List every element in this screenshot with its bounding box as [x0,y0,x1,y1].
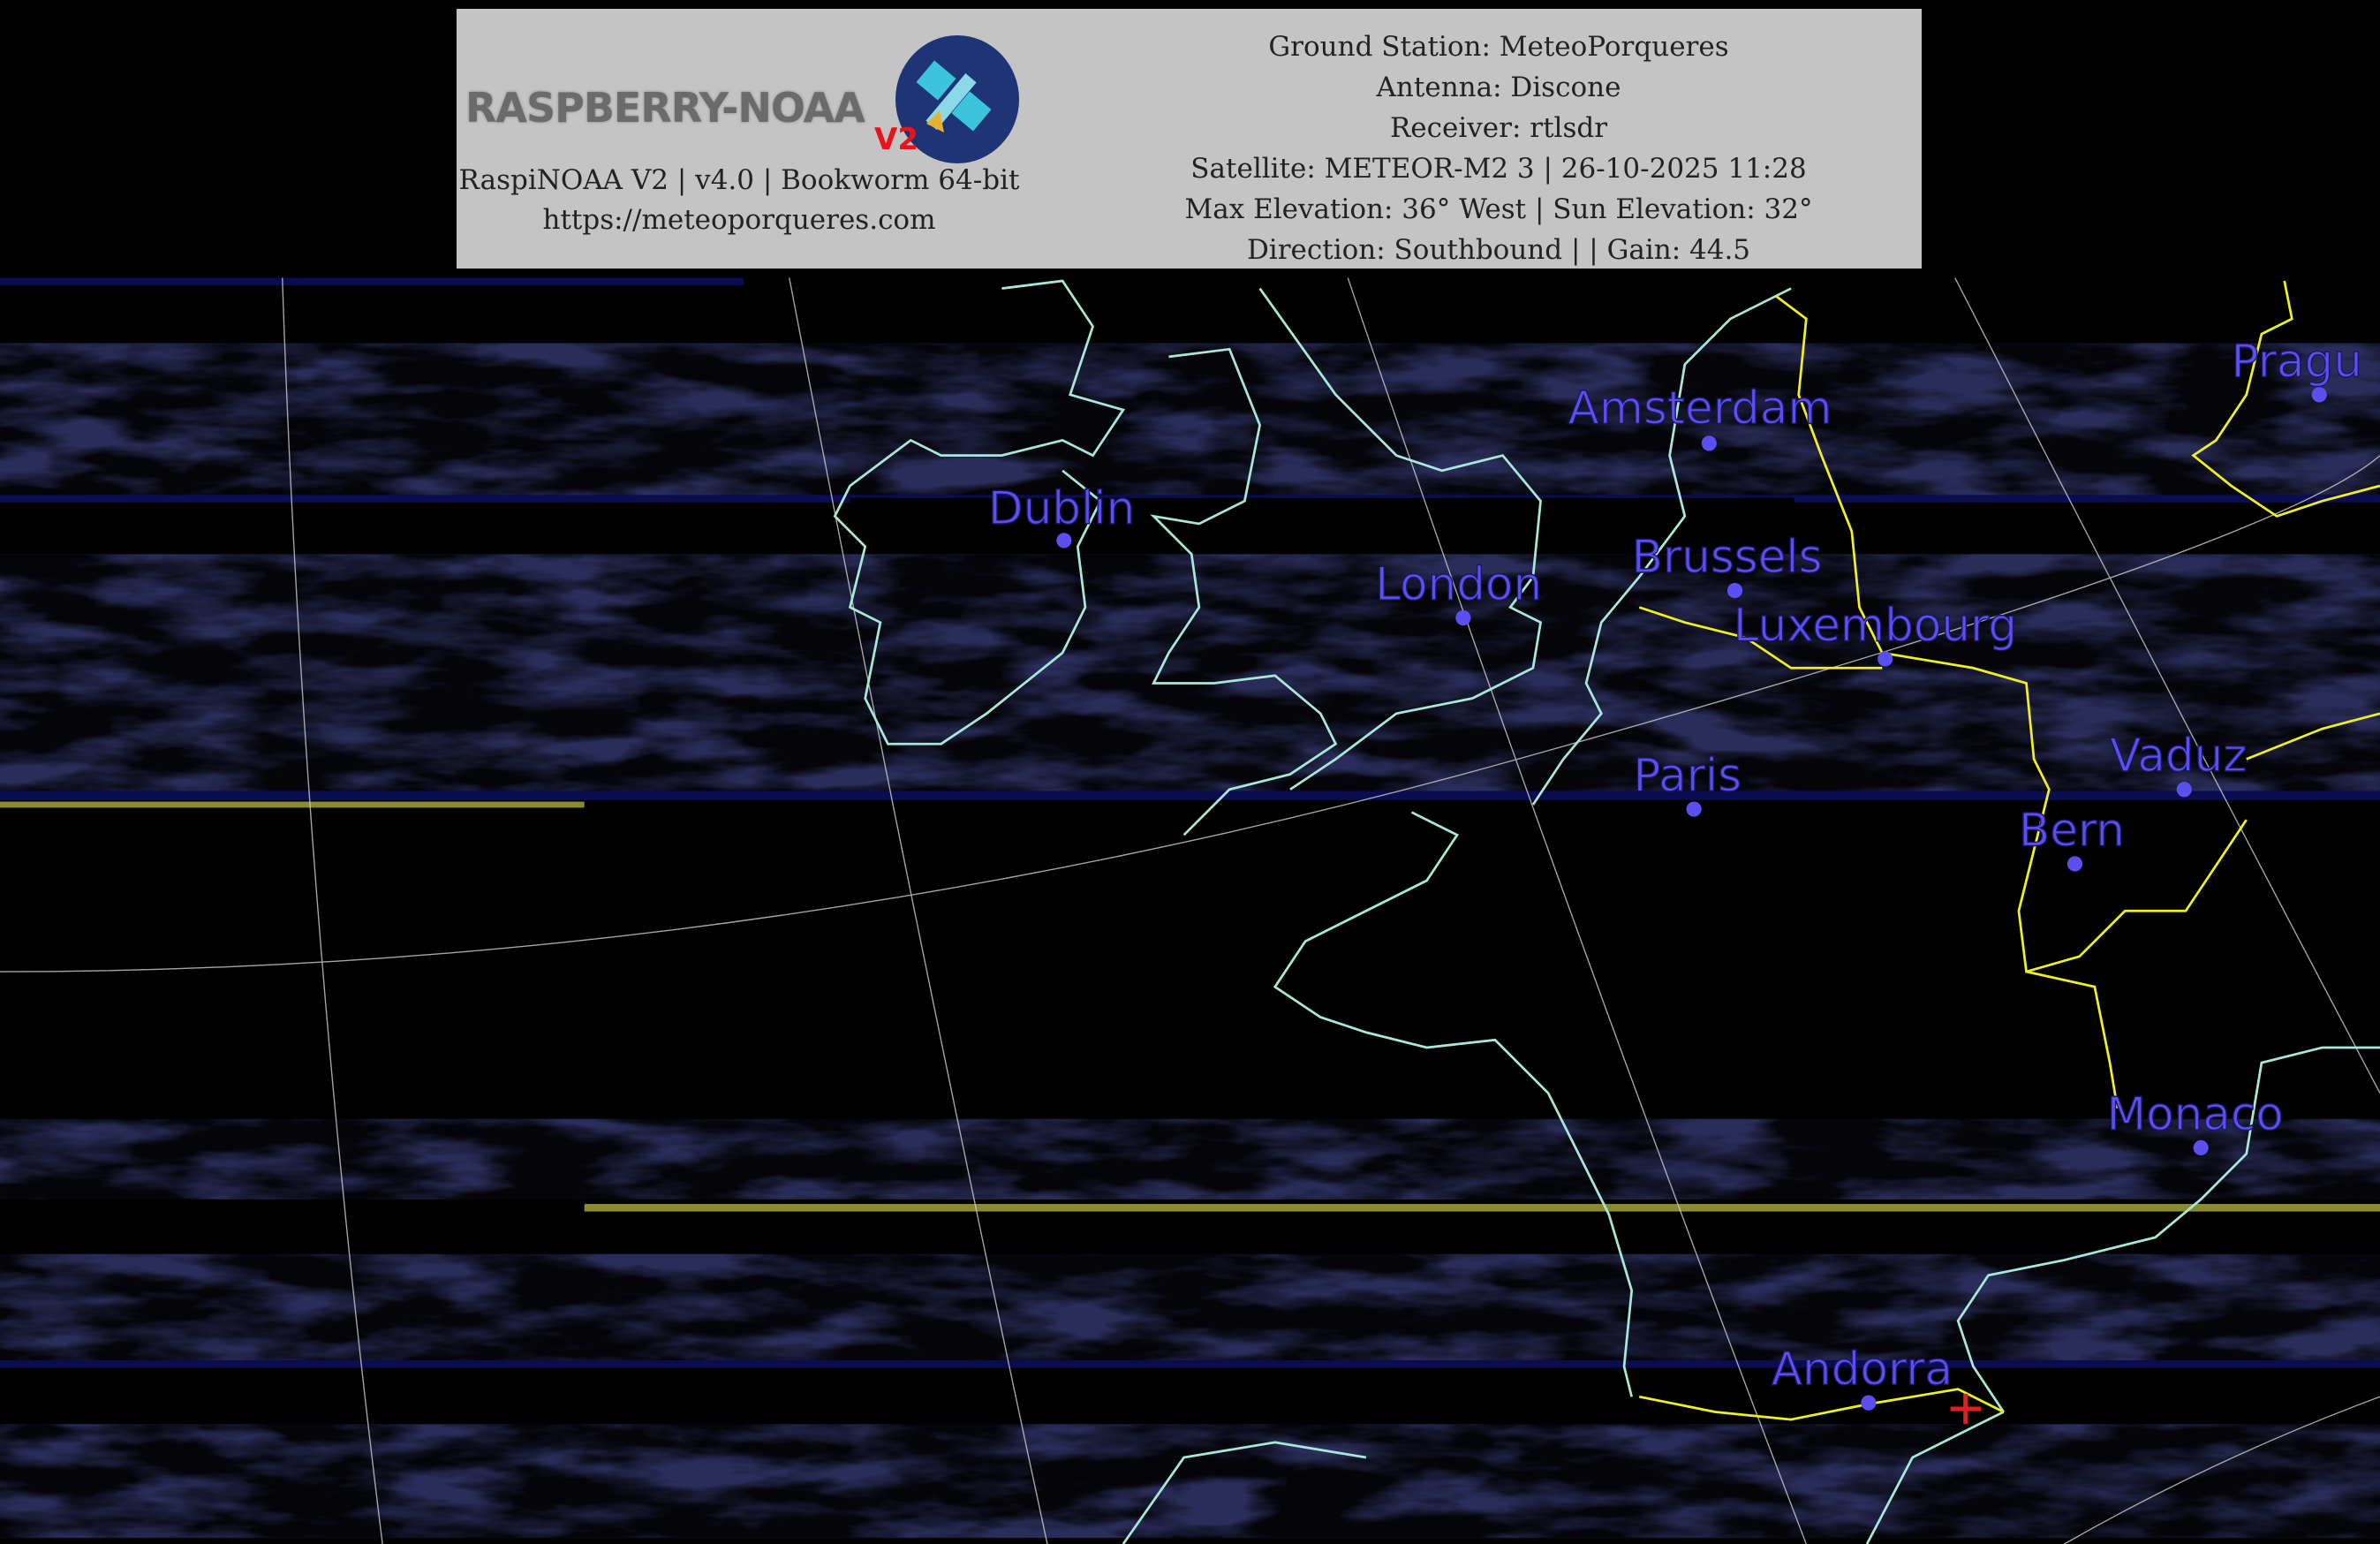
raspberry-noaa-logo: RASPBERRY-NOAA V2 [465,35,1031,177]
pass-info-header: RASPBERRY-NOAA V2 RaspiNOAA V2 | v4.0 | … [457,9,1922,269]
city-dublin: Dublin [987,481,1136,549]
website-link[interactable]: https://meteoporqueres.com [542,204,936,236]
svg-text:Brussels: Brussels [1632,531,1823,584]
direction-gain: Direction: Southbound | | Gain: 44.5 [1246,234,1751,266]
city-vaduz: Vaduz [2109,729,2248,798]
svg-text:Dublin: Dublin [988,482,1135,535]
svg-text:Monaco: Monaco [2107,1088,2284,1141]
receiver: Receiver: rtlsdr [1389,112,1608,144]
svg-text:London: London [1375,558,1542,611]
city-brussels: Brussels [1631,530,1823,599]
svg-text:Andorra: Andorra [1772,1343,1953,1396]
svg-text:Luxembourg: Luxembourg [1734,599,2017,652]
city-prague: Pragu [2231,335,2363,403]
logo-version: V2 [874,122,918,157]
svg-text:Paris: Paris [1633,749,1742,802]
svg-text:Vaduz: Vaduz [2110,730,2247,783]
satellite-logo-icon [895,35,1019,163]
city-paris: Paris [1633,749,1742,817]
ground-station: Ground Station: MeteoPorqueres [1268,31,1729,63]
software-version: RaspiNOAA V2 | v4.0 | Bookworm 64-bit [458,164,1020,196]
svg-text:Bern: Bern [2019,804,2125,857]
imagery-bands [0,277,2380,1539]
city-monaco: Monaco [2106,1087,2284,1155]
svg-text:Pragu: Pragu [2232,335,2362,388]
city-bern: Bern [2018,804,2126,872]
country-borders [1638,280,2380,1421]
city-markers: Dublin London Amsterdam Brussels Luxembo… [987,335,2363,1411]
logo-text: RASPBERRY-NOAA [465,84,865,132]
city-london: London [1374,557,1543,626]
svg-text:Amsterdam: Amsterdam [1568,382,1832,435]
graticule [0,277,2380,1544]
antenna: Antenna: Discone [1376,72,1621,103]
city-amsterdam: Amsterdam [1568,382,1832,451]
satellite-pass: Satellite: METEOR-M2 3 | 26-10-2025 11:2… [1190,153,1807,185]
coastlines [833,279,2380,1544]
elevation-info: Max Elevation: 36° West | Sun Elevation:… [1184,193,1813,225]
ground-station-marker-icon [1950,1393,1981,1425]
city-andorra: Andorra [1771,1343,1953,1411]
city-luxembourg: Luxembourg [1733,599,2018,667]
